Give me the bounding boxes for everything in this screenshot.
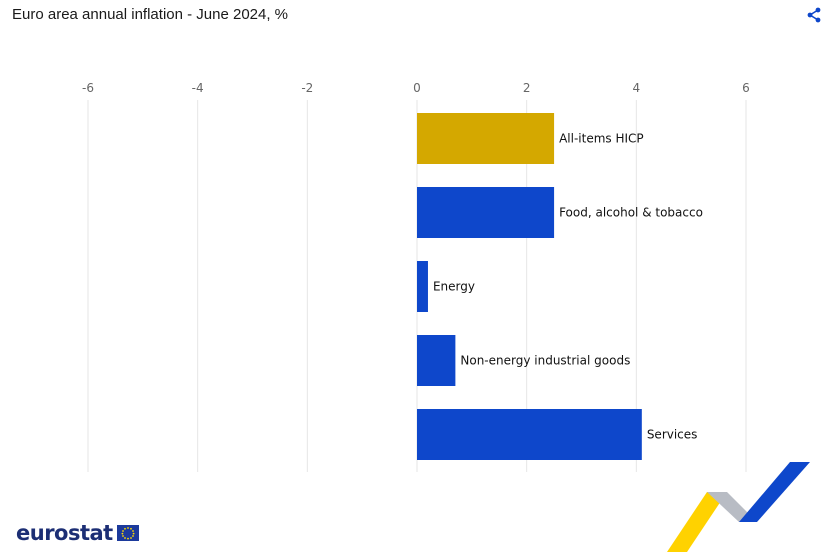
chart-title: Euro area annual inflation - June 2024, …	[12, 6, 289, 23]
x-tick-label: -6	[82, 81, 94, 95]
x-tick-label: 2	[523, 81, 531, 95]
eurostat-ribbon-logo	[667, 462, 810, 552]
bar-chart: -6 -4 -2 0 2 4 6 All-items HICP Food, alcohol &…	[82, 81, 750, 472]
x-tick-label: 0	[413, 81, 421, 95]
bar-energy[interactable]	[417, 261, 428, 312]
share-icon[interactable]	[805, 6, 823, 24]
bar-services[interactable]	[417, 409, 642, 460]
bar-non-energy-industrial-goods[interactable]	[417, 335, 456, 386]
bar-labels: All-items HICP Food, alcohol & tobacco Ene…	[433, 132, 703, 442]
bar-all-items-hicp[interactable]	[417, 113, 555, 164]
eu-flag-icon	[116, 525, 139, 541]
bars	[417, 113, 642, 460]
bar-label: Food, alcohol & tobacco	[559, 206, 703, 220]
eurostat-logo[interactable]: eurostat	[16, 521, 139, 545]
logo-text: eurostat	[16, 521, 113, 545]
x-tick-labels: -6 -4 -2 0 2 4 6	[82, 81, 750, 95]
bar-label: Non-energy industrial goods	[460, 354, 630, 368]
x-tick-label: -4	[192, 81, 204, 95]
bar-label: All-items HICP	[559, 132, 644, 146]
x-tick-label: 6	[742, 81, 750, 95]
x-tick-label: -2	[301, 81, 313, 95]
bar-food-alcohol-tobacco[interactable]	[417, 187, 555, 238]
x-tick-label: 4	[633, 81, 641, 95]
bar-label: Services	[647, 428, 698, 442]
bar-label: Energy	[433, 280, 475, 294]
